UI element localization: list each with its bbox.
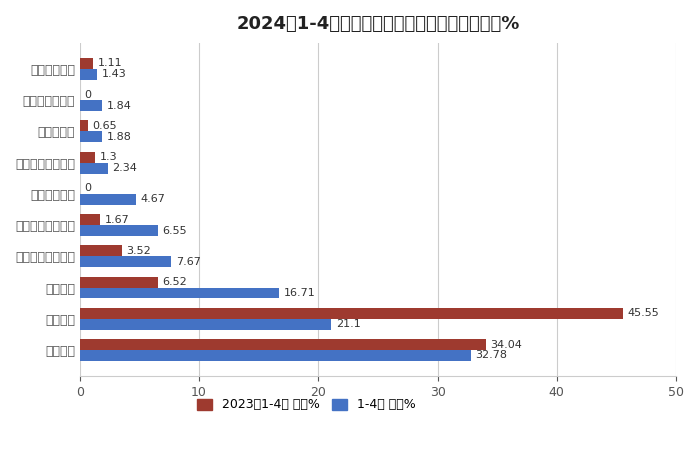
Bar — [80, 287, 279, 299]
Text: 4.67: 4.67 — [140, 194, 165, 205]
Bar — [80, 245, 122, 256]
Text: 1.88: 1.88 — [107, 132, 132, 142]
Bar — [80, 256, 171, 267]
Bar — [80, 319, 331, 329]
Bar — [80, 308, 623, 319]
Bar — [80, 100, 102, 111]
Text: 32.78: 32.78 — [475, 351, 507, 360]
Bar — [80, 194, 136, 205]
Legend: 2023年1-4月 占比%, 1-4月 占比%: 2023年1-4月 占比%, 1-4月 占比% — [192, 394, 421, 417]
Text: 21.1: 21.1 — [336, 319, 361, 329]
Text: 3.52: 3.52 — [127, 246, 152, 256]
Bar — [80, 350, 470, 361]
Text: 1.3: 1.3 — [100, 152, 117, 162]
Bar — [80, 69, 97, 80]
Title: 2024年1-4月新能源攪拌車占比及去年同期占比%: 2024年1-4月新能源攪拌車占比及去年同期占比% — [236, 15, 519, 33]
Bar — [80, 225, 158, 236]
Text: 1.67: 1.67 — [105, 215, 129, 225]
Text: 2.34: 2.34 — [113, 163, 138, 173]
Bar — [80, 152, 95, 162]
Text: 1.43: 1.43 — [101, 69, 127, 80]
Text: 7.67: 7.67 — [176, 257, 201, 267]
Bar — [80, 58, 93, 69]
Bar — [80, 214, 100, 225]
Text: 6.52: 6.52 — [162, 277, 187, 287]
Text: 6.55: 6.55 — [163, 226, 187, 235]
Text: 16.71: 16.71 — [284, 288, 316, 298]
Bar — [80, 339, 486, 350]
Text: 0: 0 — [85, 183, 92, 193]
Bar — [80, 120, 87, 132]
Text: 0: 0 — [85, 90, 92, 100]
Text: 1.84: 1.84 — [106, 101, 131, 110]
Text: 1.11: 1.11 — [98, 58, 122, 68]
Bar — [80, 132, 102, 142]
Bar — [80, 277, 157, 287]
Text: 0.65: 0.65 — [92, 121, 117, 131]
Text: 34.04: 34.04 — [491, 339, 522, 350]
Bar — [80, 162, 108, 174]
Text: 45.55: 45.55 — [628, 308, 659, 318]
